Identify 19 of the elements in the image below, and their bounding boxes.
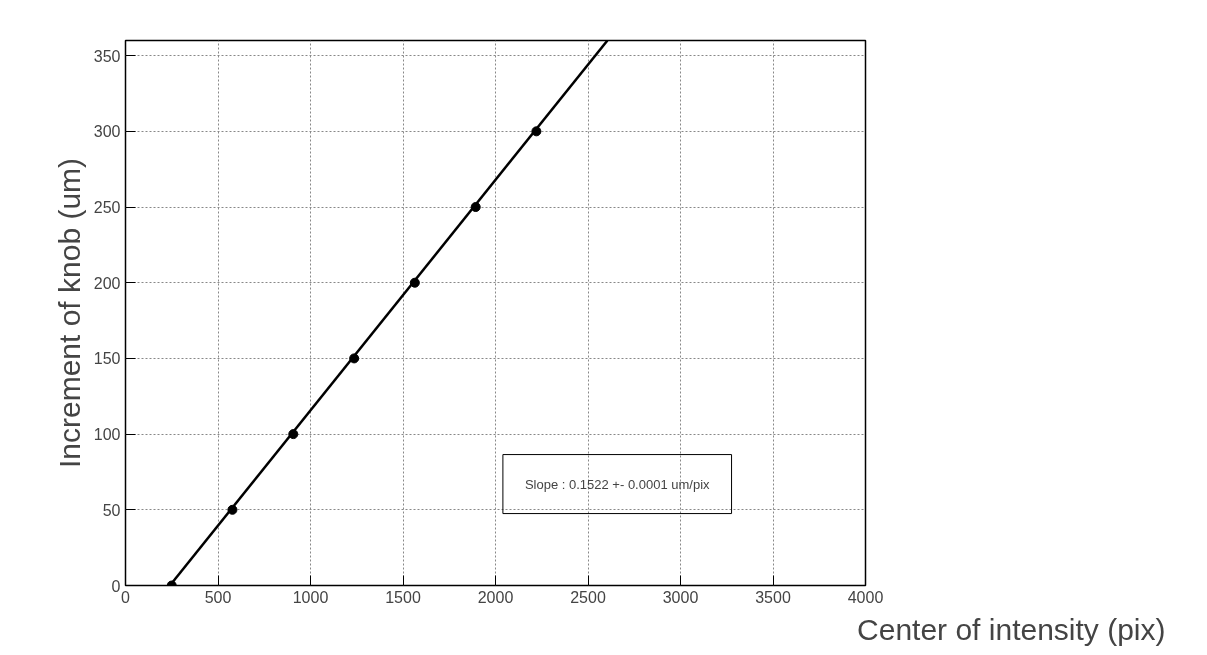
y-tick-label: 50: [102, 501, 121, 519]
y-axis-title: Increment of knob (um): [52, 157, 86, 469]
x-tick-label: 1000: [292, 588, 329, 606]
x-tick-label: 500: [204, 588, 232, 606]
y-tick-label: 250: [93, 199, 121, 217]
x-tick-label: 3500: [755, 588, 791, 606]
annotation: Slope : 0.1522 +- 0.0001 um/pix: [524, 476, 711, 492]
x-tick-label: 1500: [385, 588, 421, 606]
x-tick-label: 4000: [847, 588, 884, 606]
x-axis-title: Center of intensity (pix): [857, 612, 1166, 646]
y-tick-label: 300: [93, 123, 121, 141]
x-tick-label: 2000: [477, 588, 514, 606]
y-tick-label: 350: [93, 47, 121, 65]
y-tick-label: 0: [111, 577, 121, 595]
x-tick-label: 2500: [570, 588, 606, 606]
y-tick-label: 200: [93, 274, 121, 292]
x-tick-label: 3000: [662, 588, 699, 606]
y-tick-label: 150: [93, 350, 121, 368]
y-tick-label: 100: [93, 426, 121, 444]
